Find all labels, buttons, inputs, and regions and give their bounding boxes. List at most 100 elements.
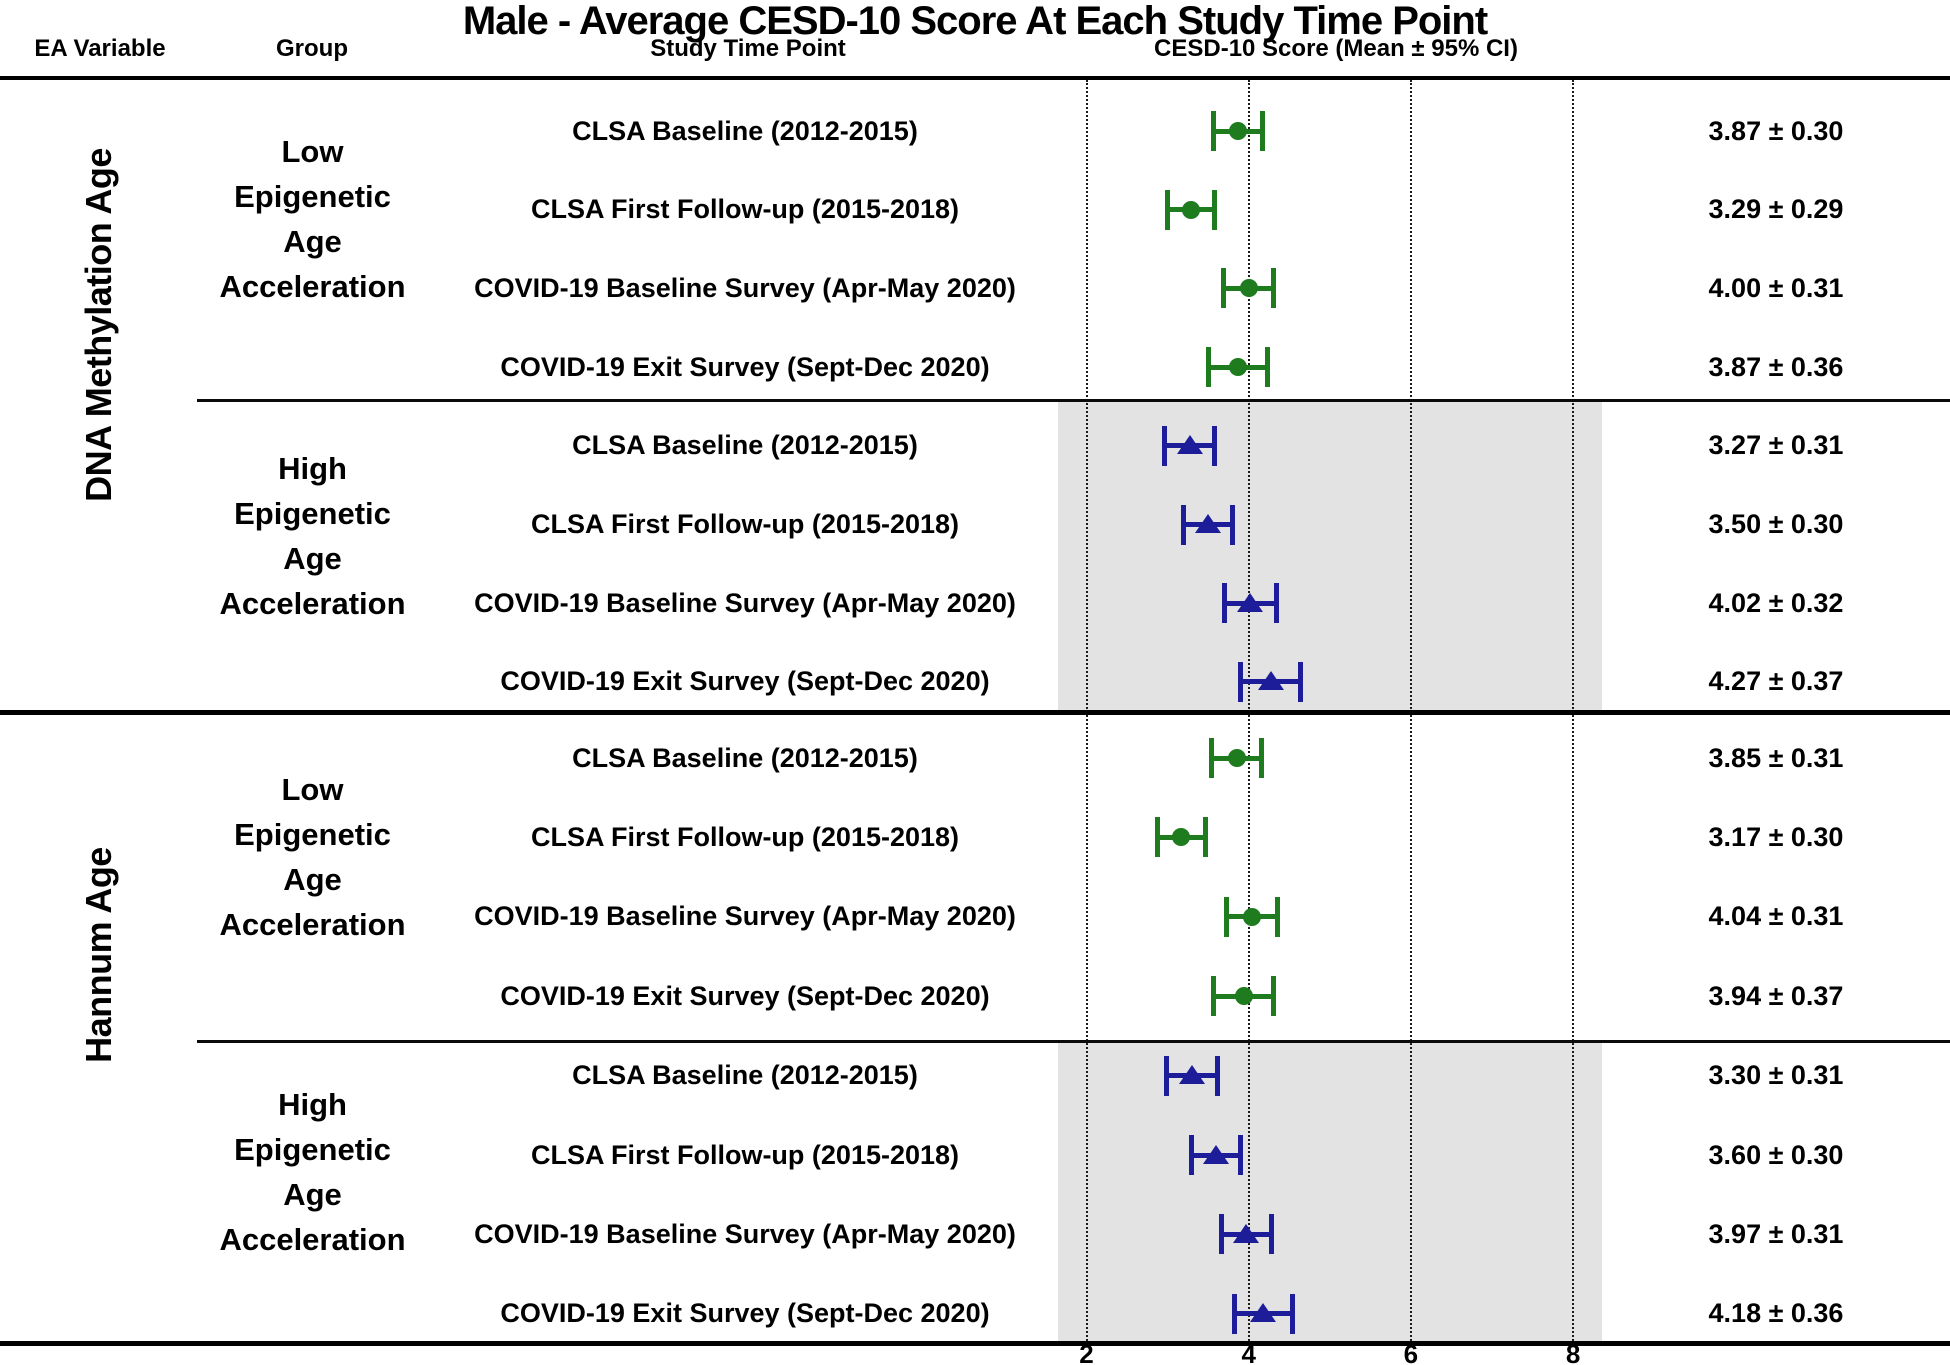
group-label-high: High Epigenetic Age Acceleration	[170, 382, 455, 690]
ci-cap-right	[1298, 661, 1304, 702]
figure-title: Male - Average CESD-10 Score At Each Stu…	[462, 0, 1488, 43]
mean-ci-value: 4.18 ± 0.36	[1708, 1298, 1844, 1329]
mean-marker-circle	[1229, 358, 1248, 377]
time-point-label: CLSA Baseline (2012-2015)	[572, 742, 918, 773]
time-point-label: CLSA First Follow-up (2015-2018)	[530, 821, 960, 852]
ci-cap-left	[1211, 976, 1217, 1017]
mean-ci-value: 4.02 ± 0.32	[1708, 587, 1844, 618]
ci-cap-left	[1221, 583, 1227, 624]
mean-ci-value: 3.17 ± 0.30	[1708, 821, 1844, 852]
mean-marker-circle	[1239, 279, 1258, 298]
mean-ci-value: 3.30 ± 0.31	[1708, 1060, 1844, 1091]
group-label-low: Low Epigenetic Age Acceleration	[170, 58, 455, 380]
column-header-study-time-point: Study Time Point	[650, 35, 846, 62]
mean-marker-circle	[1227, 749, 1246, 767]
mean-ci-value: 3.85 ± 0.31	[1708, 742, 1844, 773]
ci-cap-right	[1212, 425, 1218, 466]
ci-cap-left	[1189, 1135, 1195, 1175]
time-point-label: COVID-19 Baseline Survey (Apr-May 2020)	[474, 901, 1016, 932]
time-point-label: CLSA Baseline (2012-2015)	[572, 430, 918, 461]
ci-cap-left	[1154, 817, 1160, 858]
high-group-shading-band	[1058, 402, 1602, 710]
group-label-line: Epigenetic	[234, 816, 391, 852]
ci-cap-left	[1231, 1293, 1237, 1334]
ci-cap-right	[1259, 111, 1265, 151]
group-label-line: Acceleration	[219, 586, 406, 621]
time-point-label: CLSA First Follow-up (2015-2018)	[530, 194, 960, 225]
mean-marker-triangle	[1203, 1144, 1230, 1164]
header-rule	[0, 76, 1950, 80]
ci-cap-right	[1274, 896, 1280, 937]
ea-variable-text: Hannum Age	[78, 847, 119, 1063]
ci-cap-right	[1289, 1293, 1295, 1334]
group-separator-line	[197, 1040, 1950, 1043]
ci-cap-right	[1273, 583, 1279, 624]
axis-tick-label: 6	[1403, 1339, 1419, 1365]
ci-cap-right	[1203, 817, 1209, 858]
ci-cap-left	[1164, 1055, 1170, 1096]
high-group-shading-band	[1058, 1043, 1602, 1341]
ci-cap-left	[1238, 661, 1244, 702]
ci-cap-left	[1224, 896, 1230, 937]
group-label-line: Epigenetic	[234, 179, 391, 214]
mean-ci-value: 4.27 ± 0.37	[1708, 666, 1844, 697]
mean-ci-value: 4.00 ± 0.31	[1708, 272, 1844, 303]
mean-ci-value: 3.87 ± 0.30	[1708, 115, 1844, 146]
mean-ci-value: 3.60 ± 0.30	[1708, 1139, 1844, 1170]
ci-cap-right	[1271, 268, 1277, 309]
ci-cap-right	[1229, 504, 1235, 545]
mean-marker-triangle	[1233, 1223, 1260, 1243]
axis-tick-label: 2	[1079, 1339, 1094, 1365]
time-point-label: CLSA Baseline (2012-2015)	[572, 115, 918, 146]
ci-cap-left	[1218, 1214, 1224, 1255]
time-point-label: COVID-19 Exit Survey (Sept-Dec 2020)	[500, 351, 990, 382]
mean-ci-value: 4.04 ± 0.31	[1708, 901, 1844, 932]
ci-cap-right	[1214, 1055, 1220, 1096]
group-label-line: Age	[283, 224, 342, 259]
mean-marker-circle	[1172, 828, 1191, 847]
x-axis-line	[0, 1341, 1950, 1346]
ci-cap-left	[1211, 111, 1217, 151]
time-point-label: COVID-19 Baseline Survey (Apr-May 2020)	[474, 272, 1016, 303]
time-point-label: CLSA Baseline (2012-2015)	[572, 1060, 918, 1091]
mean-ci-value: 3.27 ± 0.31	[1708, 430, 1844, 461]
group-label-low: Low Epigenetic Age Acceleration	[170, 692, 455, 1021]
group-label-line: Acceleration	[219, 269, 406, 304]
time-point-label: COVID-19 Baseline Survey (Apr-May 2020)	[474, 1218, 1016, 1249]
group-label-line: Epigenetic	[234, 1132, 391, 1167]
ci-cap-right	[1259, 738, 1265, 778]
ci-cap-left	[1208, 738, 1214, 778]
group-label-line: Low	[281, 771, 344, 807]
mean-marker-circle	[1242, 907, 1261, 926]
ci-cap-left	[1181, 504, 1187, 545]
group-label-line: High	[278, 451, 347, 486]
column-header-group: Group	[276, 35, 348, 62]
mean-ci-value: 3.29 ± 0.29	[1708, 194, 1844, 225]
ci-cap-right	[1271, 976, 1277, 1017]
ci-cap-right	[1268, 1214, 1274, 1255]
time-point-label: COVID-19 Baseline Survey (Apr-May 2020)	[474, 587, 1016, 618]
group-label-line: Acceleration	[219, 1222, 406, 1257]
group-label-line: Age	[283, 541, 342, 576]
mean-marker-triangle	[1250, 1303, 1277, 1323]
group-label-line: Age	[283, 1177, 342, 1212]
time-point-label: CLSA First Follow-up (2015-2018)	[530, 1139, 960, 1170]
ea-variable-text: DNA Methylation Age	[78, 148, 119, 502]
axis-tick-label: 4	[1241, 1339, 1256, 1365]
mean-marker-circle	[1234, 987, 1253, 1006]
mean-marker-triangle	[1195, 514, 1222, 533]
axis-tick-label: 8	[1565, 1339, 1581, 1365]
time-point-label: COVID-19 Exit Survey (Sept-Dec 2020)	[500, 666, 990, 697]
group-label-line: Acceleration	[219, 906, 406, 942]
ci-cap-left	[1161, 425, 1167, 466]
mean-ci-value: 3.94 ± 0.37	[1708, 980, 1844, 1011]
group-label-line: Age	[283, 861, 342, 897]
column-header-cesd-score: CESD-10 Score (Mean ± 95% CI)	[1154, 35, 1518, 62]
ci-cap-right	[1264, 347, 1270, 388]
group-separator-line	[197, 399, 1950, 402]
mean-marker-triangle	[1257, 671, 1284, 691]
mean-marker-circle	[1182, 200, 1201, 219]
section-divider-rule	[0, 710, 1950, 715]
